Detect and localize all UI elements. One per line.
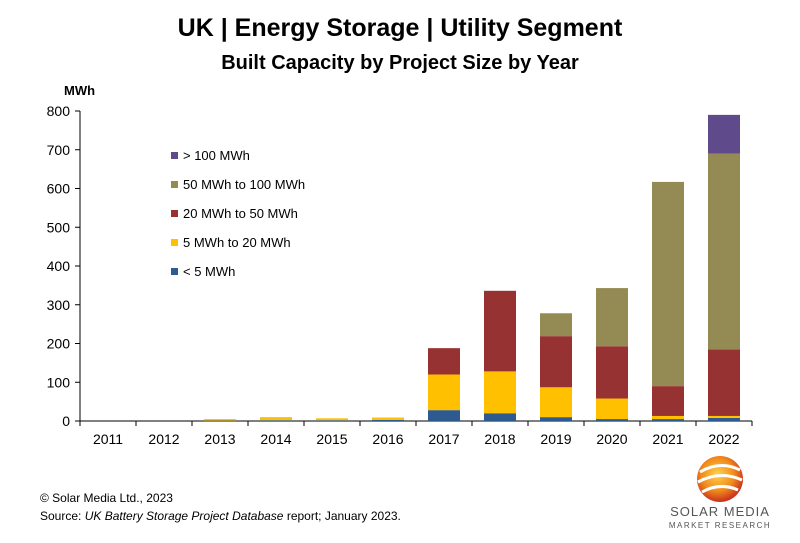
bar-segment <box>596 398 628 420</box>
x-tick-label: 2013 <box>204 431 235 447</box>
bar-segment <box>708 417 740 421</box>
bars <box>204 114 740 422</box>
legend-label: 5 MWh to 20 MWh <box>183 235 291 250</box>
legend-swatch <box>171 239 178 246</box>
bar-segment <box>652 415 684 420</box>
x-tick-label: 2021 <box>652 431 683 447</box>
bar-segment <box>204 420 236 422</box>
source-prefix: Source: <box>40 509 85 523</box>
bar-segment <box>316 418 348 421</box>
y-tick-label: 100 <box>47 374 71 390</box>
x-tick-label: 2018 <box>484 431 515 447</box>
legend-swatch <box>171 268 178 275</box>
x-tick-label: 2012 <box>148 431 179 447</box>
x-tick-label: 2015 <box>316 431 347 447</box>
bar-segment <box>596 346 628 399</box>
legend: > 100 MWh 50 MWh to 100 MWh 20 MWh to 50 M… <box>171 148 305 279</box>
x-tick-label: 2011 <box>93 431 123 447</box>
bar-segment <box>596 419 628 421</box>
bar-segment <box>708 153 740 350</box>
x-tick-label: 2022 <box>708 431 739 447</box>
legend-label: 50 MWh to 100 MWh <box>183 177 305 192</box>
source-note: Source: UK Battery Storage Project Datab… <box>40 509 401 523</box>
bar-segment <box>316 420 348 421</box>
y-axis: 0 100 200 300 400 500 600 700 800 MWh <box>47 83 95 429</box>
bar-segment <box>372 419 404 421</box>
copyright-note: © Solar Media Ltd., 2023 <box>40 491 173 505</box>
bar-segment <box>540 387 572 418</box>
bar-segment <box>708 349 740 416</box>
legend-label: 20 MWh to 50 MWh <box>183 206 298 221</box>
bar-segment <box>428 374 460 411</box>
legend-label: < 5 MWh <box>183 264 235 279</box>
x-tick-label: 2014 <box>260 431 291 447</box>
x-tick-label: 2016 <box>372 431 403 447</box>
y-tick-label: 600 <box>47 181 71 197</box>
y-tick-label: 300 <box>47 297 71 313</box>
chart-title: UK | Energy Storage | Utility Segment <box>177 14 623 42</box>
legend-label: > 100 MWh <box>183 148 250 163</box>
legend-swatch <box>171 152 178 159</box>
bar-segment <box>652 386 684 416</box>
bar-segment <box>260 420 292 421</box>
x-axis: 2011 2012 2013 2014 2015 2016 2017 2018 2019 2020… <box>79 420 753 447</box>
bar-segment <box>652 419 684 421</box>
y-tick-label: 400 <box>47 258 71 274</box>
bar-segment <box>428 410 460 421</box>
x-tick-label: 2019 <box>540 431 571 447</box>
solar-media-logo: SOLAR MEDIA MARKET RESEARCH <box>660 452 780 537</box>
y-tick-label: 500 <box>47 219 71 235</box>
source-suffix: report; January 2023. <box>283 509 401 523</box>
x-tick-label: 2020 <box>596 431 627 447</box>
source-title: UK Battery Storage Project Database <box>84 509 284 523</box>
bar-segment <box>484 290 516 372</box>
bar-segment <box>652 181 684 387</box>
legend-swatch <box>171 210 178 217</box>
bar-segment <box>540 417 572 421</box>
chart-subtitle: Built Capacity by Project Size by Year <box>221 52 579 74</box>
logo-tagline: MARKET RESEARCH <box>668 521 772 530</box>
bar-segment <box>484 371 516 414</box>
bar-segment <box>204 419 236 421</box>
y-axis-label: MWh <box>64 83 95 98</box>
bar-segment <box>484 413 516 421</box>
bar-segment <box>540 313 572 337</box>
y-tick-label: 200 <box>47 336 71 352</box>
globe-icon <box>697 456 743 502</box>
bar-segment <box>708 114 740 154</box>
bar-segment <box>708 415 740 418</box>
bar-segment <box>260 417 292 421</box>
x-tick-label: 2017 <box>428 431 459 447</box>
y-tick-label: 0 <box>62 413 70 429</box>
y-tick-label: 800 <box>47 103 71 119</box>
logo-name: SOLAR MEDIA <box>670 504 770 519</box>
bar-segment <box>596 288 628 347</box>
bar-segment <box>540 336 572 388</box>
legend-swatch <box>171 181 178 188</box>
y-tick-label: 700 <box>47 142 71 158</box>
bar-segment <box>372 417 404 420</box>
bar-segment <box>428 348 460 375</box>
